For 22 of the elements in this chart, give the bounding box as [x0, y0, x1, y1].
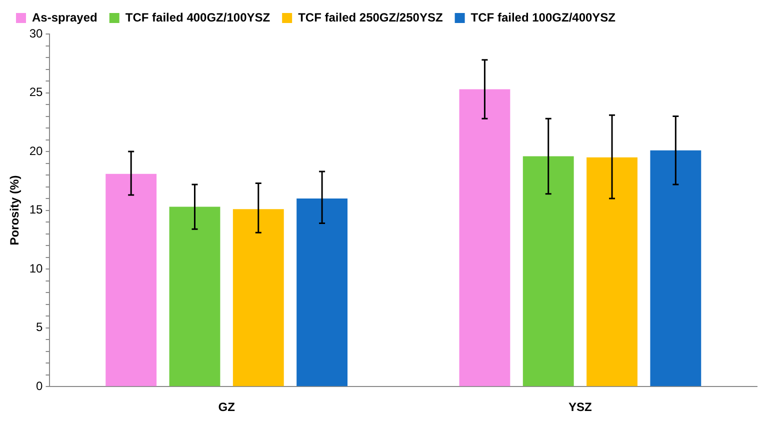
bar [296, 198, 348, 386]
bar [650, 150, 702, 386]
legend-label: TCF failed 100GZ/400YSZ [470, 10, 616, 24]
y-tick-label: 5 [36, 320, 44, 334]
bar [586, 157, 638, 386]
x-tick-label: YSZ [568, 400, 592, 414]
bar [169, 206, 220, 386]
bar [522, 156, 574, 386]
bar [106, 174, 157, 386]
y-tick-label: 20 [29, 144, 44, 158]
y-tick-label: 25 [29, 85, 44, 100]
y-tick-label: 15 [29, 202, 44, 217]
legend-label: As-sprayed [32, 10, 98, 24]
x-tick-label: GZ [218, 400, 235, 414]
bar [459, 89, 510, 386]
y-axis-title: Porosity (%) [8, 175, 22, 246]
legend-label: TCF failed 400GZ/100YSZ [125, 10, 270, 24]
y-tick-label: 0 [36, 378, 44, 393]
bar [232, 209, 284, 386]
y-tick-label: 30 [29, 26, 44, 40]
y-tick-label: 10 [29, 261, 44, 276]
legend-label: TCF failed 250GZ/250YSZ [298, 10, 443, 24]
